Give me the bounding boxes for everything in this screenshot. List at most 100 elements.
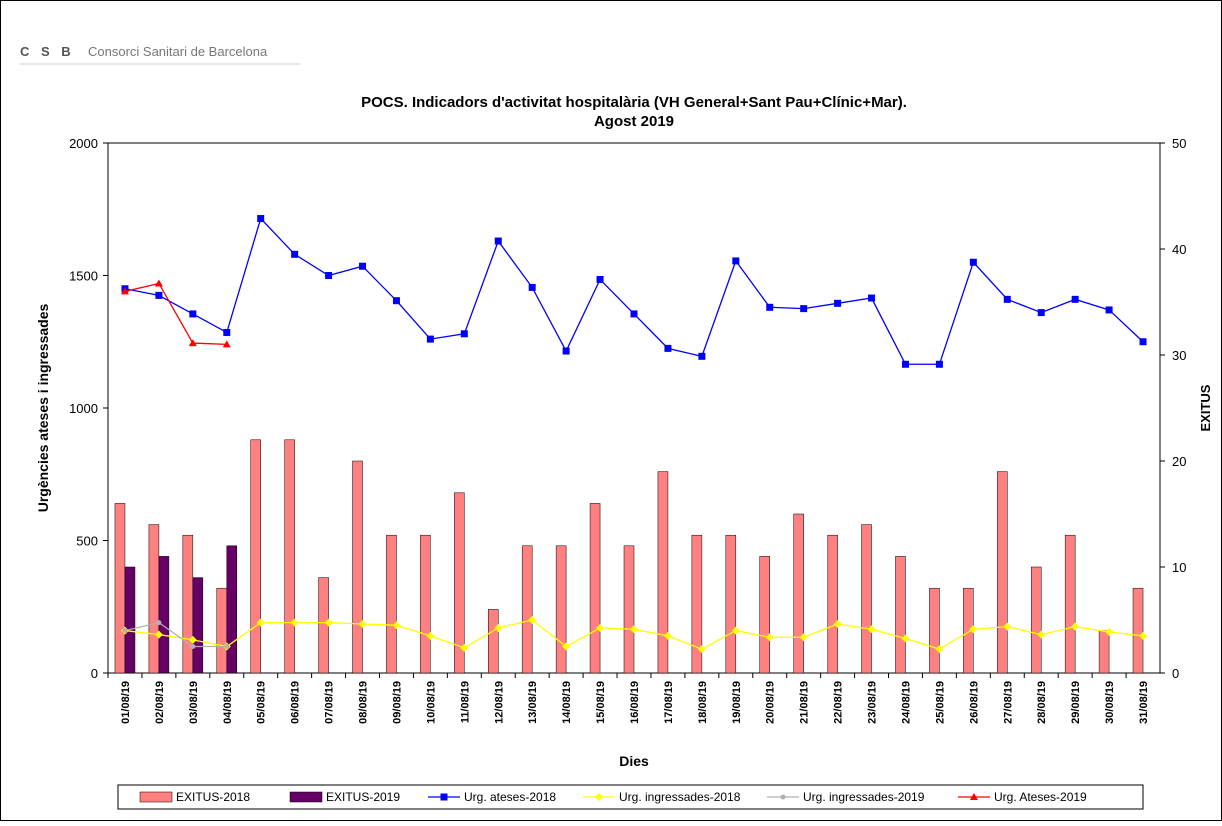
marker [358, 619, 367, 628]
bar [386, 534, 397, 674]
marker [155, 291, 163, 299]
x-tick-label: 02/08/19 [154, 681, 166, 724]
x-tick-label: 19/08/19 [731, 681, 743, 724]
marker [1071, 295, 1079, 303]
marker [1105, 627, 1114, 636]
marker [190, 644, 196, 649]
y2-tick-label: 10 [1172, 560, 1186, 575]
marker [970, 793, 978, 800]
marker [697, 645, 706, 654]
marker [359, 262, 367, 270]
x-tick-label: 16/08/19 [629, 681, 641, 724]
bar [725, 534, 737, 674]
x-tick-label: 14/08/19 [561, 681, 573, 724]
x-tick-label: 15/08/19 [595, 681, 607, 724]
y2-tick-label: 40 [1172, 242, 1186, 257]
y2-axis-label: EXITUS [1198, 384, 1213, 431]
marker [392, 297, 400, 305]
marker [732, 257, 740, 265]
bar [114, 503, 126, 674]
bar [623, 545, 635, 674]
legend-label: EXITUS-2018 [176, 790, 250, 804]
bar [895, 556, 906, 674]
marker [935, 360, 943, 368]
marker [324, 618, 333, 627]
marker [223, 328, 231, 336]
bar [192, 577, 204, 674]
marker [935, 645, 944, 654]
marker [156, 620, 162, 626]
x-tick-label: 01/08/19 [120, 681, 132, 724]
marker [901, 360, 909, 368]
marker [630, 625, 638, 634]
legend-label: Urg. ingressades-2019 [803, 790, 925, 804]
x-tick-label: 17/08/19 [663, 681, 675, 724]
x-tick-label: 30/08/19 [1104, 681, 1116, 724]
marker [120, 287, 129, 295]
marker [426, 631, 435, 640]
line [124, 282, 227, 346]
legend-label: EXITUS-2019 [326, 790, 400, 804]
marker [426, 335, 434, 343]
marker [494, 623, 503, 632]
x-tick-label: 22/08/19 [833, 681, 845, 724]
legend-swatch [139, 791, 173, 803]
x-tick-label: 28/08/19 [1036, 681, 1048, 724]
bar [759, 556, 770, 674]
marker [440, 793, 448, 801]
marker [799, 633, 808, 642]
legend-label: Urg. ingressades-2018 [619, 790, 741, 804]
x-tick-label: 04/08/19 [222, 681, 234, 724]
marker [224, 644, 230, 649]
bar [1064, 534, 1076, 674]
chart-subtitle: Agost 2019 [594, 113, 674, 130]
marker [969, 625, 978, 634]
marker [291, 250, 299, 258]
marker [1003, 295, 1011, 303]
bar [124, 566, 136, 674]
x-tick-label: 13/08/19 [527, 681, 539, 724]
marker [901, 634, 910, 643]
logo: C S B [20, 44, 75, 59]
x-tick-label: 26/08/19 [968, 681, 980, 724]
marker [663, 631, 672, 640]
legend-label: Urg. ateses-2018 [464, 790, 556, 804]
x-tick-label: 06/08/19 [290, 681, 302, 724]
marker [969, 258, 977, 266]
marker [460, 643, 469, 652]
marker [1139, 631, 1148, 640]
x-tick-label: 08/08/19 [358, 681, 370, 724]
marker [1139, 338, 1147, 346]
bar [250, 439, 261, 674]
x-tick-label: 31/08/19 [1138, 681, 1150, 724]
bar [454, 492, 465, 674]
marker [731, 626, 740, 635]
marker [494, 237, 502, 245]
bar [1098, 630, 1110, 674]
bar [827, 534, 838, 674]
marker [867, 625, 876, 634]
x-axis-label: Dies [619, 753, 649, 769]
x-tick-label: 10/08/19 [425, 681, 437, 724]
marker [833, 619, 842, 628]
bar [352, 460, 363, 674]
bar [1030, 566, 1042, 674]
bar [793, 513, 804, 674]
bar [420, 534, 431, 674]
y2-tick-label: 50 [1172, 136, 1186, 151]
marker [1037, 309, 1045, 317]
marker [630, 310, 638, 318]
bar [589, 503, 601, 674]
legend [117, 784, 1144, 810]
marker [154, 630, 163, 639]
marker [188, 339, 197, 347]
x-tick-label: 24/08/19 [900, 681, 912, 724]
marker [256, 618, 265, 627]
marker [290, 618, 299, 627]
marker [562, 347, 570, 355]
marker [834, 299, 842, 307]
x-tick-label: 05/08/19 [256, 681, 268, 724]
x-tick-label: 21/08/19 [799, 681, 811, 724]
